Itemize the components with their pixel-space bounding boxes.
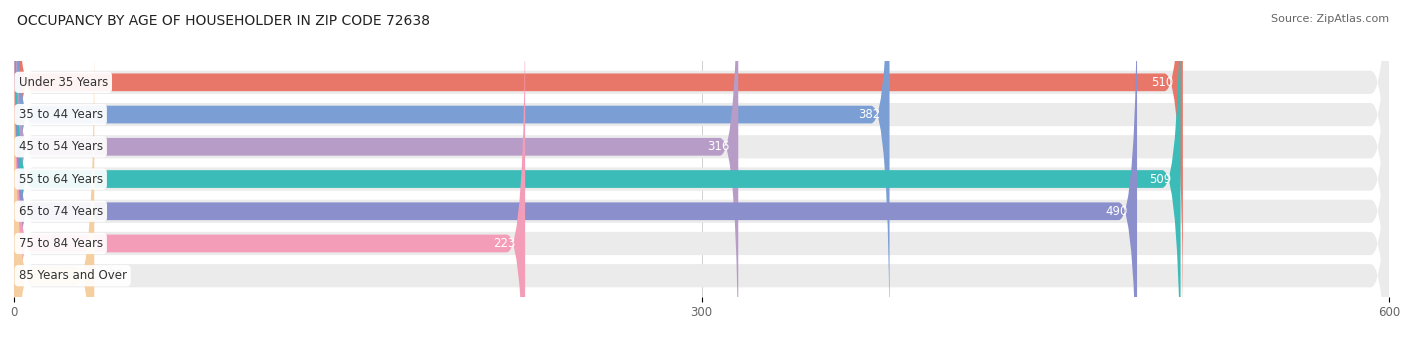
FancyBboxPatch shape — [14, 0, 1389, 341]
Text: 35: 35 — [108, 269, 122, 282]
Text: 35 to 44 Years: 35 to 44 Years — [18, 108, 103, 121]
Text: 510: 510 — [1152, 76, 1174, 89]
Text: Under 35 Years: Under 35 Years — [18, 76, 108, 89]
Text: 45 to 54 Years: 45 to 54 Years — [18, 140, 103, 153]
Text: Source: ZipAtlas.com: Source: ZipAtlas.com — [1271, 14, 1389, 24]
FancyBboxPatch shape — [14, 27, 94, 341]
FancyBboxPatch shape — [14, 0, 1389, 341]
Text: 509: 509 — [1149, 173, 1171, 186]
Text: 382: 382 — [858, 108, 880, 121]
Text: 490: 490 — [1105, 205, 1128, 218]
FancyBboxPatch shape — [14, 0, 890, 341]
FancyBboxPatch shape — [14, 0, 738, 341]
FancyBboxPatch shape — [14, 0, 1389, 329]
Text: 316: 316 — [707, 140, 730, 153]
Text: OCCUPANCY BY AGE OF HOUSEHOLDER IN ZIP CODE 72638: OCCUPANCY BY AGE OF HOUSEHOLDER IN ZIP C… — [17, 14, 430, 28]
Text: 55 to 64 Years: 55 to 64 Years — [18, 173, 103, 186]
FancyBboxPatch shape — [14, 0, 1389, 341]
FancyBboxPatch shape — [14, 0, 1389, 341]
FancyBboxPatch shape — [14, 0, 1389, 341]
FancyBboxPatch shape — [14, 0, 524, 341]
FancyBboxPatch shape — [14, 0, 1182, 331]
Text: 75 to 84 Years: 75 to 84 Years — [18, 237, 103, 250]
FancyBboxPatch shape — [14, 29, 1389, 341]
FancyBboxPatch shape — [14, 0, 1137, 341]
Text: 65 to 74 Years: 65 to 74 Years — [18, 205, 103, 218]
Text: 223: 223 — [494, 237, 516, 250]
Text: 85 Years and Over: 85 Years and Over — [18, 269, 127, 282]
FancyBboxPatch shape — [14, 0, 1181, 341]
